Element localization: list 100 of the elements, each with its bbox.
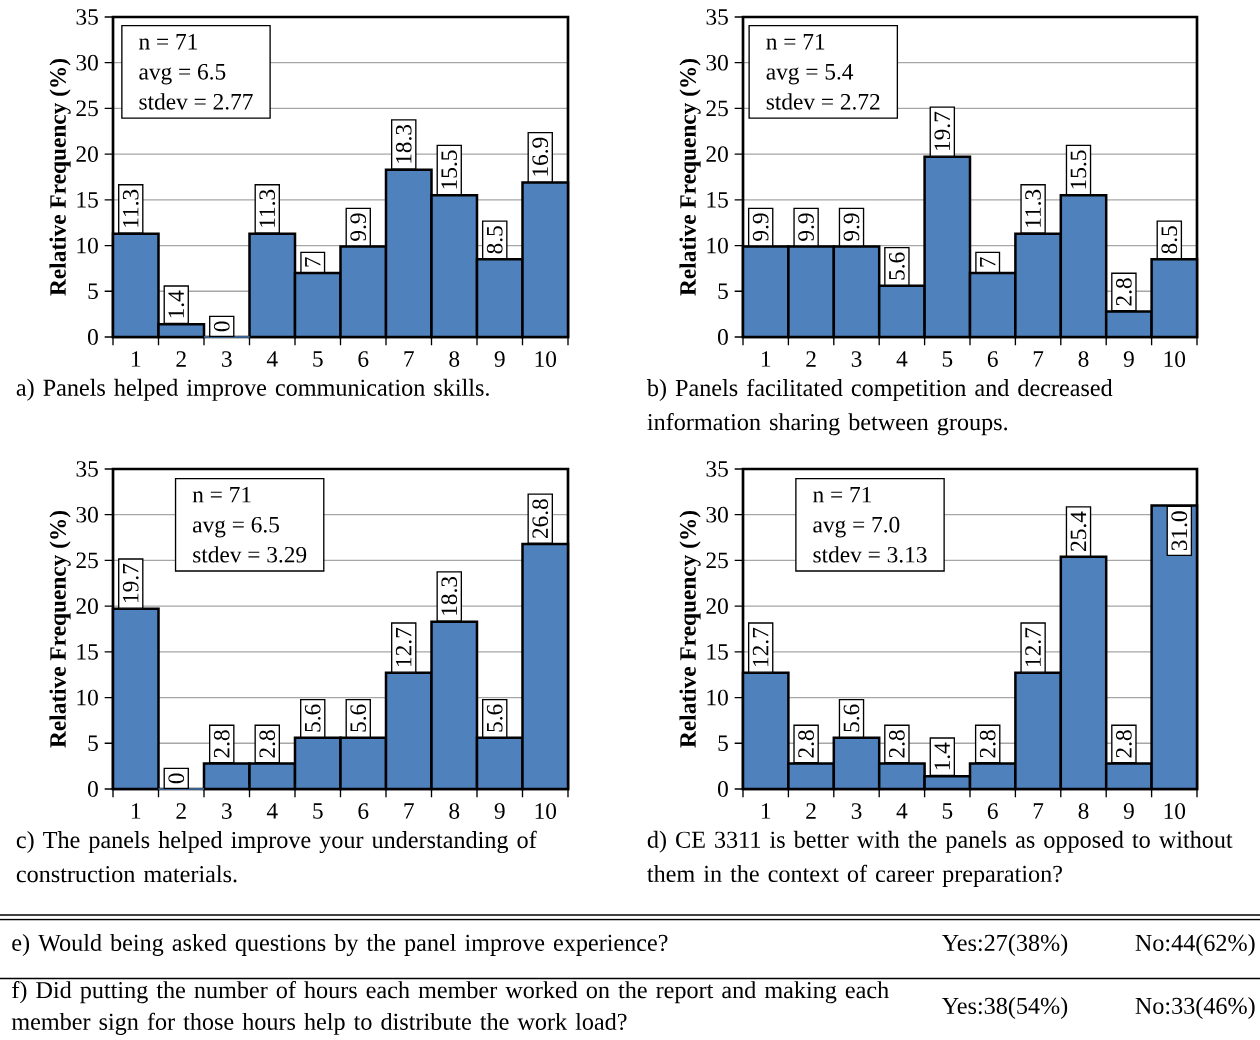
x-tick-label: 2	[806, 351, 816, 367]
y-tick-label: 35	[706, 9, 728, 25]
annotation: n = 71	[139, 33, 197, 50]
data-label: 2.8	[1115, 730, 1132, 758]
x-tick-label: 5	[313, 351, 323, 367]
y-tick-label: 0	[718, 329, 728, 345]
x-tick-label: 7	[404, 803, 414, 819]
x-tick-label: 4	[896, 351, 908, 367]
x-tick-label: 5	[942, 803, 953, 819]
text: No:44(62%)	[1135, 934, 1255, 956]
data-label: 15.5	[1070, 150, 1087, 189]
y-tick-label: 35	[706, 461, 728, 477]
data-label: 0	[213, 321, 230, 332]
data-label: 19.7	[122, 563, 139, 602]
x-tick-label: 8	[1078, 803, 1089, 819]
x-tick-label: 6	[358, 351, 369, 367]
y-tick-label: 15	[77, 192, 98, 208]
data-label: 16.9	[532, 137, 549, 176]
y-tick-label: 35	[76, 461, 98, 477]
x-tick-label: 1	[131, 351, 141, 367]
text: No:33(46%)	[1135, 997, 1255, 1019]
y-tick-label: 30	[76, 506, 98, 523]
annotation: n = 71	[813, 486, 871, 503]
x-axis-title: c) The panels helped improve your understanding of construction materials.	[16, 830, 537, 883]
data-label: 2.8	[259, 730, 276, 758]
data-label: 1.4	[934, 742, 951, 770]
text: e) Would being asked questions by the panel improve experience?	[12, 933, 668, 956]
y-tick-label: 10	[77, 237, 98, 254]
data-label: 2.8	[213, 730, 230, 758]
data-label: 5.6	[843, 704, 860, 732]
data-label: 5.6	[486, 704, 503, 732]
annotation: stdev = 3.13	[813, 546, 927, 563]
y-tick-label: 5	[88, 283, 98, 300]
data-label: 19.7	[934, 111, 951, 150]
x-axis-title: a) Panels helped improve communication skills.	[16, 378, 489, 401]
y-tick-label: 5	[718, 735, 728, 752]
data-label: 0	[168, 773, 185, 784]
y-tick-label: 0	[88, 781, 98, 797]
y-tick-label: 20	[706, 598, 728, 615]
x-tick-label: 9	[1123, 351, 1134, 367]
text: f) Did putting the number of hours each member worked on the report and making each member sign for those hours help to distribute the work load?	[11, 981, 889, 1035]
data-label: 2.8	[979, 730, 996, 758]
y-tick-label: 10	[77, 689, 98, 706]
x-tick-label: 10	[535, 351, 557, 367]
y-tick-label: 10	[707, 689, 728, 706]
data-label: 11.3	[259, 189, 276, 227]
data-label: 18.3	[395, 124, 412, 163]
data-label: 8.5	[486, 226, 503, 254]
data-label: 5.6	[889, 252, 905, 280]
x-axis-title: b) Panels facilitated competition and decreased information sharing between groups.	[646, 378, 1113, 436]
x-tick-label: 1	[761, 351, 771, 367]
data-label: 8.5	[1161, 226, 1178, 254]
data-label: 5.6	[304, 704, 321, 732]
data-label: 12.7	[1025, 627, 1041, 666]
data-label: 9.9	[798, 213, 814, 241]
x-tick-label: 4	[266, 351, 278, 367]
x-tick-label: 9	[1123, 803, 1134, 819]
annotation: n = 71	[766, 33, 825, 50]
x-tick-label: 8	[1078, 351, 1089, 367]
data-label: 11.3	[1025, 189, 1041, 227]
x-tick-label: 8	[449, 803, 460, 819]
annotation: stdev = 2.72	[766, 93, 880, 110]
x-tick-label: 2	[176, 351, 186, 367]
x-tick-label: 4	[266, 803, 278, 819]
y-tick-label: 20	[76, 598, 98, 615]
x-tick-label: 2	[176, 803, 186, 819]
annotation: n = 71	[192, 486, 251, 503]
x-tick-label: 3	[851, 351, 862, 367]
x-tick-label: 3	[222, 351, 232, 367]
y-axis-title: Relative Frequency (%)	[49, 59, 71, 296]
data-label: 1.4	[168, 290, 185, 318]
x-tick-label: 1	[131, 803, 141, 819]
data-label: 11.3	[122, 189, 139, 227]
y-tick-label: 25	[76, 100, 98, 117]
x-tick-label: 9	[494, 803, 505, 819]
y-tick-label: 15	[77, 644, 98, 660]
x-tick-label: 10	[535, 803, 557, 819]
data-label: 9.9	[843, 213, 860, 241]
annotation: avg = 5.4	[766, 64, 854, 85]
data-label: 26.8	[532, 499, 549, 539]
data-label: 9.9	[752, 213, 769, 241]
y-tick-label: 15	[707, 192, 728, 208]
data-label: 31.0	[1171, 511, 1188, 551]
data-label: 5.6	[350, 704, 367, 732]
x-tick-label: 2	[806, 803, 816, 819]
data-label: 25.4	[1070, 511, 1087, 551]
x-tick-label: 9	[494, 351, 505, 367]
x-tick-label: 4	[896, 803, 908, 819]
text: Yes:27(38%)	[942, 934, 1068, 956]
y-tick-label: 0	[718, 781, 728, 797]
x-tick-label: 7	[404, 351, 414, 367]
x-tick-label: 10	[1164, 351, 1186, 367]
y-tick-label: 5	[718, 283, 728, 300]
annotation: stdev = 3.29	[193, 546, 307, 563]
data-label: 7	[305, 257, 321, 267]
annotation: avg = 6.5	[193, 516, 279, 538]
y-tick-label: 15	[707, 644, 728, 660]
y-axis-title: Relative Frequency (%)	[679, 511, 701, 748]
x-tick-label: 10	[1164, 803, 1186, 819]
y-axis-title: Relative Frequency (%)	[49, 511, 71, 748]
